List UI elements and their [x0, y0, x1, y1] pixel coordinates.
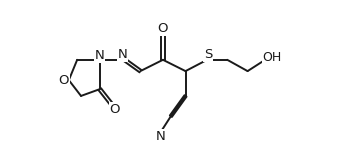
Text: OH: OH — [262, 51, 282, 64]
Text: O: O — [109, 103, 120, 115]
Text: N: N — [156, 130, 165, 143]
Text: S: S — [204, 48, 212, 61]
Text: N: N — [117, 48, 127, 61]
Text: O: O — [59, 74, 69, 87]
Text: N: N — [95, 49, 105, 62]
Text: O: O — [158, 22, 168, 35]
